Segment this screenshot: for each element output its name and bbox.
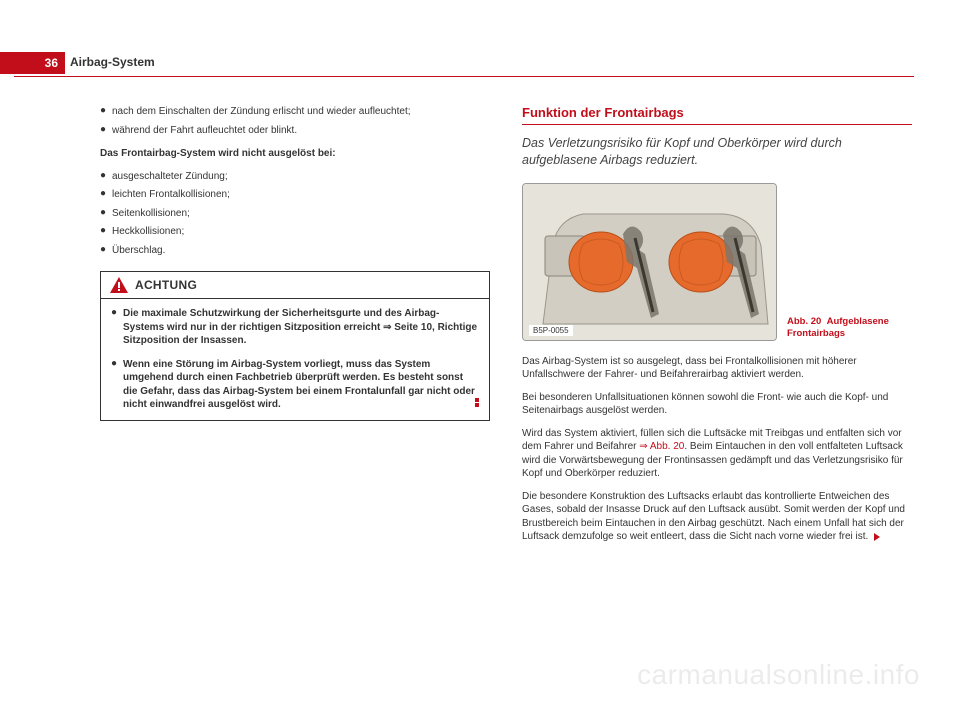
bullet-text: leichten Frontalkollisionen; — [112, 188, 490, 202]
warning-item: ● Die maximale Schutzwirkung der Sicherh… — [111, 307, 479, 348]
airbag-illustration-icon — [523, 184, 777, 341]
body-paragraph: Das Airbag-System ist so ausgelegt, dass… — [522, 355, 912, 382]
body-paragraph: Die besondere Konstruktion des Luftsacks… — [522, 490, 912, 544]
bullet-text: nach dem Einschalten der Zündung erlisch… — [112, 105, 490, 119]
bullet-item: ● Überschlag. — [100, 244, 490, 258]
bullet-item: ● Seitenkollisionen; — [100, 207, 490, 221]
warning-triangle-icon — [109, 276, 129, 294]
bullet-dot: ● — [100, 105, 112, 119]
watermark: carmanualsonline.info — [637, 659, 920, 691]
bullet-dot: ● — [111, 307, 123, 348]
sub-heading: Das Frontairbag-System wird nicht ausgel… — [100, 147, 490, 161]
section-heading: Funktion der Frontairbags — [522, 105, 912, 125]
bullet-text: ausgeschalteter Zündung; — [112, 170, 490, 184]
figure-row: B5P-0055 Abb. 20 Aufgeblasene Frontairba… — [522, 183, 912, 341]
bullet-dot: ● — [100, 225, 112, 239]
content-columns: ● nach dem Einschalten der Zündung erlis… — [100, 105, 912, 553]
header-section-title: Airbag-System — [70, 55, 155, 69]
figure-reference-link: ⇒ Abb. 20 — [639, 441, 684, 452]
header-rule — [14, 76, 914, 77]
left-column: ● nach dem Einschalten der Zündung erlis… — [100, 105, 490, 553]
warning-header: ACHTUNG — [101, 272, 489, 299]
warning-body: ● Die maximale Schutzwirkung der Sicherh… — [101, 299, 489, 420]
bullet-dot: ● — [100, 124, 112, 138]
paragraph-text: Die besondere Konstruktion des Luftsacks… — [522, 491, 905, 543]
bullet-item: ● während der Fahrt aufleuchtet oder bli… — [100, 124, 490, 138]
bullet-dot: ● — [100, 244, 112, 258]
warning-text-part: . — [244, 335, 247, 346]
bullet-text: Seitenkollisionen; — [112, 207, 490, 221]
bullet-item: ● ausgeschalteter Zündung; — [100, 170, 490, 184]
bullet-text: während der Fahrt aufleuchtet oder blink… — [112, 124, 490, 138]
warning-item: ● Wenn eine Störung im Airbag-System vor… — [111, 358, 479, 412]
warning-title: ACHTUNG — [135, 278, 197, 292]
page-number-tab: 36 — [0, 52, 65, 74]
bullet-dot: ● — [100, 207, 112, 221]
bullet-dot: ● — [100, 170, 112, 184]
bullet-item: ● nach dem Einschalten der Zündung erlis… — [100, 105, 490, 119]
bullet-item: ● leichten Frontalkollisionen; — [100, 188, 490, 202]
bullet-dot: ● — [111, 358, 123, 412]
bullet-text: Heckkollisionen; — [112, 225, 490, 239]
warning-text-part: Wenn eine Störung im Airbag-System vorli… — [123, 359, 475, 411]
section-subheading: Das Verletzungsrisiko für Kopf und Oberk… — [522, 135, 912, 169]
figure-image: B5P-0055 — [522, 183, 777, 341]
section-end-icon — [475, 398, 479, 407]
warning-text: Die maximale Schutzwirkung der Sicherhei… — [123, 307, 479, 348]
body-paragraph: Wird das System aktiviert, füllen sich d… — [522, 427, 912, 481]
figure-number: Abb. 20 — [787, 316, 821, 327]
continuation-arrow-icon — [874, 533, 880, 541]
figure-caption: Abb. 20 Aufgeblasene Frontairbags — [787, 316, 897, 341]
bullet-item: ● Heckkollisionen; — [100, 225, 490, 239]
bullet-text: Überschlag. — [112, 244, 490, 258]
warning-text: Wenn eine Störung im Airbag-System vorli… — [123, 358, 479, 412]
figure-code-label: B5P-0055 — [529, 325, 573, 336]
right-column: Funktion der Frontairbags Das Verletzung… — [522, 105, 912, 553]
bullet-dot: ● — [100, 188, 112, 202]
body-paragraph: Bei besonderen Unfallsituationen können … — [522, 391, 912, 418]
warning-box: ACHTUNG ● Die maximale Schutzwirkung der… — [100, 271, 490, 421]
